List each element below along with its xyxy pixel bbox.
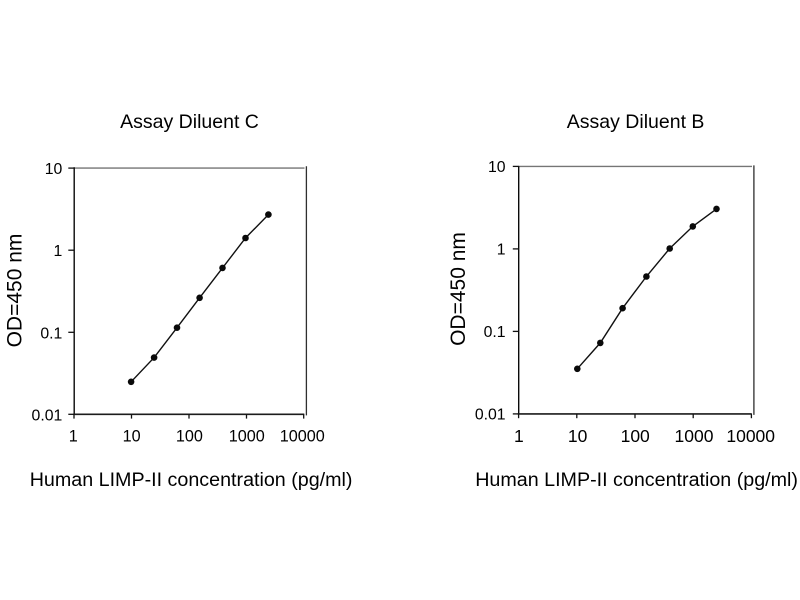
svg-text:0.01: 0.01 [32, 407, 63, 424]
svg-text:1000: 1000 [675, 426, 714, 446]
svg-text:1000: 1000 [229, 427, 265, 445]
svg-text:100: 100 [621, 426, 650, 446]
svg-text:Assay Diluent B: Assay Diluent B [567, 111, 705, 133]
svg-text:Human LIMP-II concentration (p: Human LIMP-II concentration (pg/ml) [30, 469, 353, 491]
svg-text:10000: 10000 [726, 426, 775, 446]
svg-text:0.01: 0.01 [475, 406, 506, 423]
svg-text:100: 100 [176, 427, 203, 445]
svg-text:1: 1 [69, 427, 78, 445]
svg-text:Assay Diluent C: Assay Diluent C [120, 111, 259, 133]
svg-text:1: 1 [514, 426, 524, 446]
svg-text:1: 1 [497, 242, 506, 259]
svg-text:0.1: 0.1 [40, 325, 62, 342]
svg-text:Human LIMP-II concentration (p: Human LIMP-II concentration (pg/ml) [475, 469, 798, 491]
svg-text:10: 10 [568, 426, 588, 446]
svg-text:1: 1 [54, 243, 63, 260]
svg-text:10000: 10000 [280, 427, 325, 445]
svg-text:0.1: 0.1 [484, 324, 506, 341]
svg-text:10: 10 [488, 159, 506, 176]
svg-text:10: 10 [123, 427, 141, 445]
svg-text:OD=450 nm: OD=450 nm [447, 232, 470, 346]
svg-text:10: 10 [45, 161, 63, 178]
svg-text:OD=450 nm: OD=450 nm [4, 234, 27, 348]
